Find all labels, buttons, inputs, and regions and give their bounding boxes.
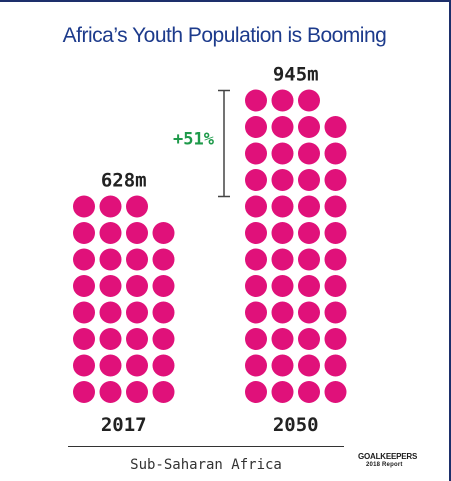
- logo-name: GOALKEEPERS: [358, 452, 418, 461]
- population-dot: [73, 354, 95, 377]
- population-dot: [99, 222, 122, 244]
- population-dot: [245, 89, 267, 112]
- population-dot: [152, 275, 175, 297]
- population-dot: [271, 301, 294, 324]
- column-2017: 628m 2017: [73, 170, 175, 436]
- population-dot: [324, 116, 347, 138]
- population-dot: [73, 248, 95, 271]
- population-dot: [324, 301, 347, 324]
- region-label: Sub-Saharan Africa: [130, 457, 282, 473]
- population-dot: [324, 222, 347, 244]
- population-dot: [245, 381, 267, 403]
- value-label-2017: 628m: [101, 170, 147, 192]
- population-dot: [298, 142, 320, 165]
- population-dot: [298, 89, 320, 112]
- population-dot: [245, 142, 267, 165]
- population-dot: [324, 275, 347, 297]
- population-dot: [99, 328, 122, 350]
- population-dot: [298, 222, 320, 244]
- population-dot: [245, 169, 267, 191]
- logo-subtitle: 2018 Report: [366, 462, 403, 468]
- population-dot: [324, 354, 347, 377]
- population-dot: [298, 354, 320, 377]
- population-dot: [324, 169, 347, 191]
- population-dot: [324, 195, 347, 218]
- population-dot: [298, 169, 320, 191]
- population-dot: [271, 142, 294, 165]
- population-dot: [271, 328, 294, 350]
- population-dot: [73, 195, 95, 218]
- growth-bracket: +51%: [173, 89, 230, 198]
- population-dot: [271, 354, 294, 377]
- population-dot: [298, 116, 320, 138]
- population-dot: [271, 116, 294, 138]
- population-dot: [298, 248, 320, 271]
- population-dot: [73, 328, 95, 350]
- population-dot: [245, 354, 267, 377]
- population-dot: [152, 301, 175, 324]
- population-dot: [271, 169, 294, 191]
- population-dot: [245, 222, 267, 244]
- population-dot: [298, 381, 320, 403]
- chart-title: Africa’s Youth Population is Booming: [62, 24, 387, 47]
- population-dot: [126, 354, 148, 377]
- population-dot: [245, 301, 267, 324]
- year-label-2050: 2050: [273, 414, 319, 436]
- population-dot: [271, 275, 294, 297]
- population-dot: [245, 195, 267, 218]
- population-dot: [126, 328, 148, 350]
- population-dot: [298, 301, 320, 324]
- goalkeepers-logo: GOALKEEPERS 2018 Report: [358, 452, 430, 469]
- population-dot: [298, 328, 320, 350]
- population-dot: [99, 248, 122, 271]
- population-dot: [73, 222, 95, 244]
- population-dot: [245, 116, 267, 138]
- growth-label: +51%: [173, 130, 215, 150]
- population-dot: [99, 381, 122, 403]
- population-dot: [324, 328, 347, 350]
- population-dot: [271, 381, 294, 403]
- population-dot: [152, 328, 175, 350]
- population-dot: [126, 195, 148, 218]
- population-dot: [245, 328, 267, 350]
- population-dot: [126, 301, 148, 324]
- population-dot: [324, 142, 347, 165]
- population-dot: [152, 222, 175, 244]
- population-dot: [324, 248, 347, 271]
- population-dot: [126, 381, 148, 403]
- column-2050: 945m 2050: [245, 64, 347, 436]
- population-dot: [245, 275, 267, 297]
- population-dot: [271, 222, 294, 244]
- population-dot: [126, 248, 148, 271]
- population-dot: [152, 381, 175, 403]
- year-label-2017: 2017: [101, 414, 147, 436]
- population-dot: [324, 381, 347, 403]
- value-label-2050: 945m: [273, 64, 319, 86]
- population-dot: [152, 248, 175, 271]
- population-dot: [271, 248, 294, 271]
- population-dot: [298, 195, 320, 218]
- population-dot: [298, 275, 320, 297]
- population-dot: [271, 89, 294, 112]
- population-dot: [271, 195, 294, 218]
- population-dot: [126, 275, 148, 297]
- population-dot: [73, 381, 95, 403]
- population-dot: [99, 275, 122, 297]
- population-dot: [152, 354, 175, 377]
- population-dot: [73, 301, 95, 324]
- population-dot: [99, 354, 122, 377]
- population-dot: [126, 222, 148, 244]
- population-dot: [99, 195, 122, 218]
- population-dot: [99, 301, 122, 324]
- baseline-divider: [68, 446, 344, 447]
- population-dot: [245, 248, 267, 271]
- population-dot: [73, 275, 95, 297]
